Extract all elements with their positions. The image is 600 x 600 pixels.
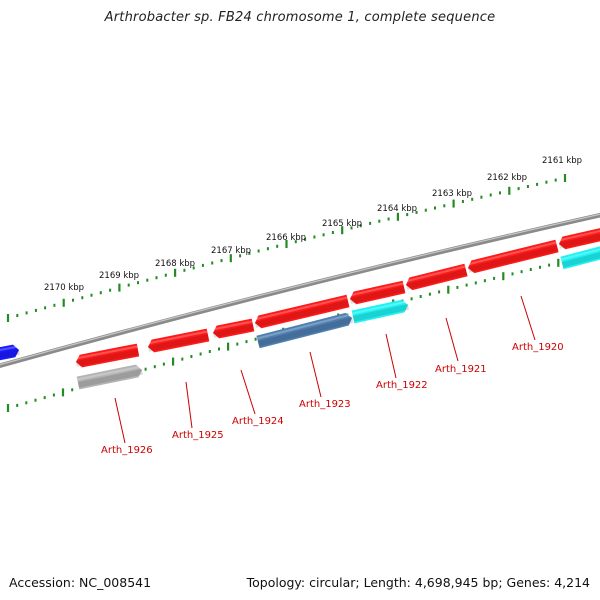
label-leader-line [185, 381, 193, 429]
kbp-label-2161: 2161 kbp [542, 156, 582, 166]
kbp-label-2168: 2168 kbp [155, 259, 195, 269]
gene-arrow-neighbor-blue [0, 344, 20, 361]
genes-layer [0, 228, 600, 390]
gene-arrow-arth-1923 [253, 294, 350, 329]
gene-label-arth-1921: Arth_1921 [435, 364, 487, 375]
gene-label-arth-1925: Arth_1925 [172, 430, 224, 441]
kbp-label-2164: 2164 kbp [377, 204, 417, 214]
feature-bar-cyan-right [560, 246, 600, 270]
gene-label-arth-1924: Arth_1924 [232, 416, 284, 427]
gene-label-arth-1926: Arth_1926 [101, 445, 153, 456]
kbp-label-2167: 2167 kbp [211, 246, 251, 256]
gene-arrow-arth-1922 [348, 280, 406, 305]
backbone-layer [0, 212, 600, 368]
kbp-label-2163: 2163 kbp [432, 189, 472, 199]
label-leader-line [309, 351, 322, 398]
backbone-highlight [0, 213, 600, 366]
outer-tick-track [6, 174, 567, 322]
gene-arrow-arth-1920 [466, 239, 559, 274]
feature-bar-cyan [351, 299, 410, 324]
kbp-label-2170: 2170 kbp [44, 283, 84, 293]
gene-arrow-arth-1925 [147, 328, 210, 353]
feature-bar-gray [76, 364, 143, 390]
gene-arrow-next [557, 228, 600, 250]
gene-arrow-arth-1924 [212, 318, 255, 339]
accession-text: Accession: NC_008541 [9, 575, 152, 590]
label-leader-line [114, 397, 126, 444]
gene-arrow-arth-1926 [75, 343, 140, 368]
kbp-label-2166: 2166 kbp [266, 233, 306, 243]
gene-label-arth-1923: Arth_1923 [299, 399, 351, 410]
label-leader-line [520, 295, 536, 341]
sequence-summary: Topology: circular; Length: 4,698,945 bp… [246, 575, 590, 590]
kbp-label-2162: 2162 kbp [487, 173, 527, 183]
gene-arrow-arth-1921 [404, 263, 468, 291]
kbp-label-2165: 2165 kbp [322, 219, 362, 229]
backbone-line [0, 212, 600, 368]
gene-label-arth-1920: Arth_1920 [512, 342, 564, 353]
label-leader-line [240, 369, 256, 415]
label-leader-line [385, 333, 397, 379]
kbp-label-2169: 2169 kbp [99, 271, 139, 281]
label-leaders [114, 295, 536, 444]
feature-bar-steelblue [256, 312, 354, 349]
label-leader-line [445, 317, 459, 362]
map-title: Arthrobacter sp. FB24 chromosome 1, comp… [104, 10, 496, 25]
gene-label-arth-1922: Arth_1922 [376, 380, 428, 391]
